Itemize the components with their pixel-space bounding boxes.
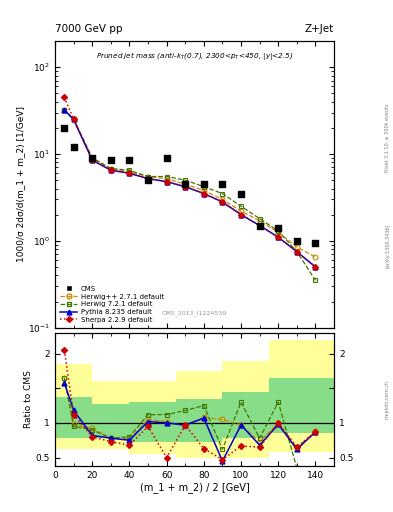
X-axis label: (m_1 + m_2) / 2 [GeV]: (m_1 + m_2) / 2 [GeV] xyxy=(140,482,250,494)
Point xyxy=(294,237,300,245)
Text: 7000 GeV pp: 7000 GeV pp xyxy=(55,24,123,34)
Y-axis label: Ratio to CMS: Ratio to CMS xyxy=(24,370,33,429)
Text: Pruned jet mass (anti-k$_T$(0.7), 2300<p$_T$<450, |y|<2.5): Pruned jet mass (anti-k$_T$(0.7), 2300<p… xyxy=(96,50,293,61)
Text: mcplots.cern.ch: mcplots.cern.ch xyxy=(385,380,389,419)
Point xyxy=(219,180,226,188)
Point xyxy=(145,176,151,184)
Point xyxy=(108,156,114,164)
Point xyxy=(275,224,281,232)
Point xyxy=(257,221,263,229)
Text: Z+Jet: Z+Jet xyxy=(305,24,334,34)
Point xyxy=(312,239,319,247)
Text: CMS_2013_I1224539: CMS_2013_I1224539 xyxy=(162,310,227,316)
Point xyxy=(201,180,207,188)
Point xyxy=(89,154,95,162)
Legend: CMS, Herwig++ 2.7.1 default, Herwig 7.2.1 default, Pythia 8.235 default, Sherpa : CMS, Herwig++ 2.7.1 default, Herwig 7.2.… xyxy=(59,285,165,324)
Point xyxy=(238,189,244,198)
Y-axis label: 1000/σ 2dσ/d(m_1 + m_2) [1/GeV]: 1000/σ 2dσ/d(m_1 + m_2) [1/GeV] xyxy=(16,106,25,262)
Point xyxy=(182,180,188,188)
Point xyxy=(163,154,170,162)
Point xyxy=(126,156,132,164)
Text: Rivet 3.1.10, ≥ 500k events: Rivet 3.1.10, ≥ 500k events xyxy=(385,104,389,173)
Point xyxy=(70,143,77,151)
Point xyxy=(61,124,68,132)
Text: [arXiv:1306.3436]: [arXiv:1306.3436] xyxy=(385,224,389,268)
